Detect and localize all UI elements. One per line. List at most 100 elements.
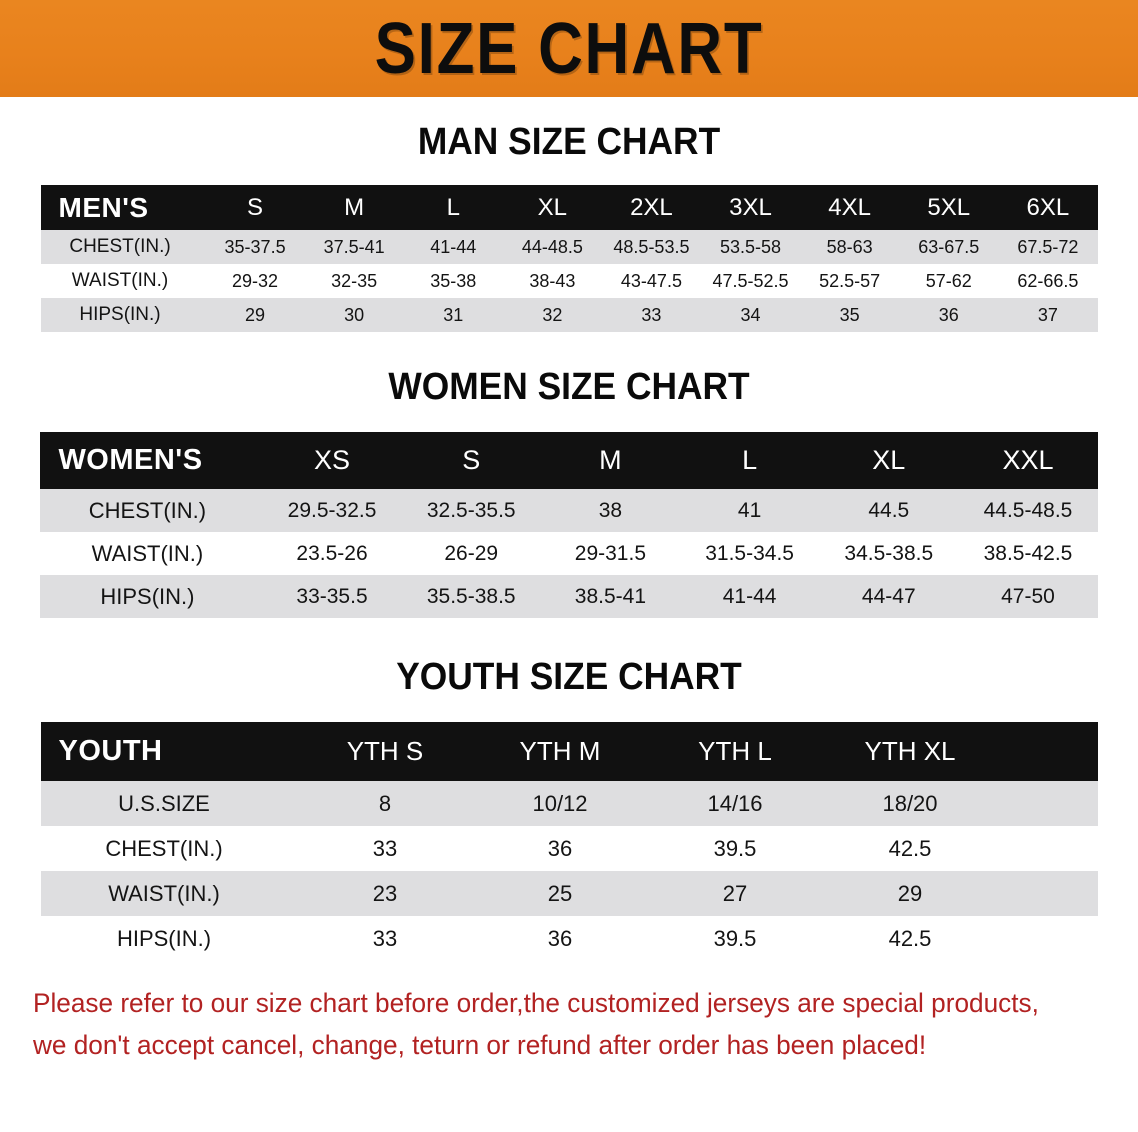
table-cell: 67.5-72	[998, 230, 1098, 264]
disclaimer-line-2: we don't accept cancel, change, teturn o…	[32, 1029, 927, 1060]
table-cell: 8	[297, 781, 473, 826]
youth-size-header-yth-m: YTH M	[472, 722, 648, 781]
table-row: CHEST(IN.) 35-37.5 37.5-41 41-44 44-48.5 48.5…	[40, 230, 1098, 264]
table-cell: 38-43	[502, 264, 602, 298]
men-size-header-2xl: 2XL	[601, 185, 701, 230]
table-cell: 27	[647, 871, 823, 916]
men-size-header-3xl: 3XL	[700, 185, 801, 230]
youth-header-row: YOUTH YTH S YTH M YTH L YTH XL	[40, 722, 1098, 781]
table-cell: 63-67.5	[899, 230, 999, 264]
youth-row-label: CHEST(IN.)	[40, 826, 298, 871]
table-cell: 47-50	[958, 575, 1098, 618]
table-row: HIPS(IN.) 33 36 39.5 42.5	[40, 916, 1098, 961]
disclaimer-text: Please refer to our size chart before or…	[0, 983, 1104, 1067]
table-cell: 44-47	[819, 575, 959, 618]
women-size-header-xl: XL	[819, 432, 959, 489]
table-cell: 37.5-41	[304, 230, 404, 264]
women-corner-label: WOMEN'S	[40, 432, 263, 489]
men-section-title: MAN SIZE CHART	[417, 121, 721, 163]
table-row: U.S.SIZE 8 10/12 14/16 18/20	[40, 781, 1098, 826]
table-cell: 36	[472, 826, 648, 871]
youth-size-header-yth-xl: YTH XL	[822, 722, 998, 781]
table-cell: 35-38	[403, 264, 503, 298]
youth-corner-label: YOUTH	[40, 722, 298, 781]
table-cell: 39.5	[647, 826, 823, 871]
table-cell: 57-62	[899, 264, 999, 298]
youth-size-header-yth-l: YTH L	[647, 722, 823, 781]
table-cell: 32	[502, 298, 602, 332]
table-cell: 44-48.5	[502, 230, 602, 264]
table-cell: 41-44	[403, 230, 503, 264]
men-row-label: WAIST(IN.)	[40, 264, 206, 298]
table-cell: 29	[205, 298, 305, 332]
table-cell: 44.5	[819, 489, 959, 532]
table-cell-spacer	[997, 781, 1098, 826]
table-cell: 43-47.5	[601, 264, 701, 298]
table-row: HIPS(IN.) 33-35.5 35.5-38.5 38.5-41 41-44 44-…	[40, 575, 1098, 618]
youth-row-label: HIPS(IN.)	[40, 916, 298, 961]
table-cell: 31	[403, 298, 503, 332]
table-row: HIPS(IN.) 29 30 31 32 33 34 35 36 37	[40, 298, 1098, 332]
table-cell: 18/20	[822, 781, 998, 826]
table-cell: 23	[297, 871, 473, 916]
table-cell: 33	[297, 826, 473, 871]
table-row: WAIST(IN.) 23 25 27 29	[40, 871, 1098, 916]
women-size-header-xxl: XXL	[958, 432, 1098, 489]
women-section: WOMEN SIZE CHART WOMEN'S XS S M L XL XXL CHEST(…	[0, 368, 1138, 618]
table-row: CHEST(IN.) 33 36 39.5 42.5	[40, 826, 1098, 871]
table-row: WAIST(IN.) 23.5-26 26-29 29-31.5 31.5-34.5 34…	[40, 532, 1098, 575]
table-cell: 35-37.5	[205, 230, 305, 264]
disclaimer-line-1: Please refer to our size chart before or…	[32, 988, 1039, 1018]
table-cell: 33	[297, 916, 473, 961]
table-cell: 26-29	[401, 532, 541, 575]
women-row-label: WAIST(IN.)	[40, 532, 263, 575]
table-cell: 53.5-58	[700, 230, 801, 264]
women-header-row: WOMEN'S XS S M L XL XXL	[40, 432, 1098, 489]
men-size-header-xl: XL	[502, 185, 602, 230]
table-cell: 32-35	[304, 264, 404, 298]
table-cell: 25	[472, 871, 648, 916]
men-row-label: HIPS(IN.)	[40, 298, 206, 332]
table-cell: 35.5-38.5	[401, 575, 541, 618]
table-cell-spacer	[997, 826, 1098, 871]
women-size-header-m: M	[540, 432, 680, 489]
table-cell: 29-32	[205, 264, 305, 298]
women-size-table: WOMEN'S XS S M L XL XXL CHEST(IN.) 29.5-32.5 32.5…	[40, 432, 1098, 618]
banner-title: SIZE CHART	[374, 8, 764, 89]
women-row-label: HIPS(IN.)	[40, 575, 263, 618]
table-cell: 38	[540, 489, 680, 532]
women-section-title: WOMEN SIZE CHART	[388, 366, 750, 408]
table-cell: 48.5-53.5	[601, 230, 701, 264]
men-size-table: MEN'S S M L XL 2XL 3XL 4XL 5XL 6XL CHEST(IN.) 35-37…	[40, 185, 1098, 332]
men-size-header-s: S	[205, 185, 305, 230]
table-cell: 33-35.5	[262, 575, 402, 618]
men-section: MAN SIZE CHART MEN'S S M L XL 2XL 3XL 4XL 5XL 6XL…	[0, 123, 1138, 332]
size-chart-banner: SIZE CHART	[0, 0, 1138, 97]
table-cell: 23.5-26	[262, 532, 402, 575]
table-cell: 38.5-41	[540, 575, 680, 618]
youth-size-table: YOUTH YTH S YTH M YTH L YTH XL U.S.SIZE 8 10/12…	[40, 722, 1098, 961]
table-cell-spacer	[997, 871, 1098, 916]
table-cell: 47.5-52.5	[700, 264, 801, 298]
men-size-header-5xl: 5XL	[899, 185, 999, 230]
youth-section-title: YOUTH SIZE CHART	[396, 656, 742, 698]
table-cell: 42.5	[822, 826, 998, 871]
men-corner-label: MEN'S	[40, 185, 206, 230]
table-cell: 52.5-57	[800, 264, 900, 298]
table-cell: 37	[998, 298, 1098, 332]
table-cell: 36	[899, 298, 999, 332]
table-cell: 39.5	[647, 916, 823, 961]
table-cell: 30	[304, 298, 404, 332]
table-cell: 34.5-38.5	[819, 532, 959, 575]
youth-row-label: WAIST(IN.)	[40, 871, 298, 916]
women-size-header-l: L	[680, 432, 820, 489]
men-row-label: CHEST(IN.)	[40, 230, 206, 264]
table-cell: 58-63	[800, 230, 900, 264]
table-cell: 29	[822, 871, 998, 916]
table-cell: 29.5-32.5	[262, 489, 402, 532]
table-cell: 41	[680, 489, 820, 532]
women-row-label: CHEST(IN.)	[40, 489, 263, 532]
table-cell: 34	[700, 298, 801, 332]
men-size-header-l: L	[403, 185, 503, 230]
table-cell: 36	[472, 916, 648, 961]
